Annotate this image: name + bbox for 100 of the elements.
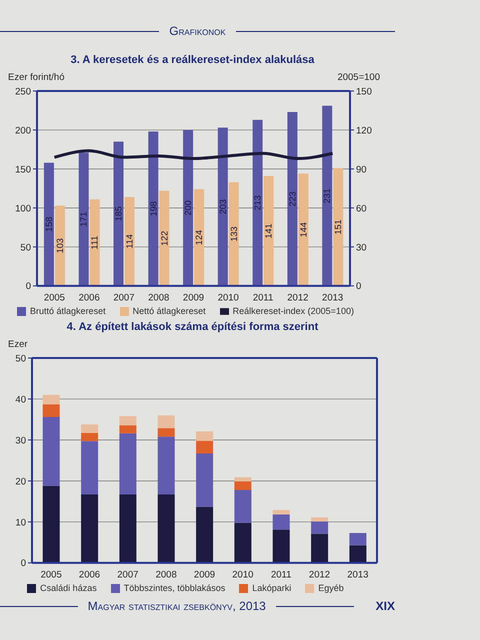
data-label: 185	[114, 206, 124, 222]
data-label: 111	[90, 236, 100, 250]
bar	[42, 417, 60, 486]
y-tick-label: 0	[26, 281, 31, 292]
bar	[42, 486, 60, 563]
bar	[333, 168, 344, 286]
y-tick-label: 30	[15, 435, 26, 446]
legend-label: Többszintes, többlakásos	[124, 582, 226, 593]
y2-tick-label: 90	[356, 164, 367, 176]
bar	[311, 517, 328, 522]
bar	[124, 197, 135, 286]
legend-label: Bruttó átlagkereset	[30, 306, 106, 316]
bar	[252, 120, 263, 286]
bar	[322, 106, 332, 286]
y-tick-label: 150	[15, 164, 31, 176]
data-label: 133	[228, 226, 239, 242]
bar	[272, 530, 290, 563]
bar	[234, 490, 252, 523]
bar	[194, 189, 204, 286]
y-axis-title: Ezer	[8, 339, 28, 350]
legend-label: Nettó átlagkereset	[132, 306, 206, 316]
bar	[119, 494, 136, 563]
bar	[81, 494, 98, 563]
bar	[119, 425, 136, 434]
bar	[196, 506, 214, 563]
data-label: 103	[54, 238, 65, 254]
y-tick-label: 100	[15, 203, 31, 214]
x-tick-label: 2012	[287, 292, 308, 304]
y-tick-label: 40	[15, 394, 26, 406]
bar	[311, 534, 328, 563]
x-tick-label: 2010	[232, 570, 254, 581]
y2-tick-label: 60	[356, 203, 367, 214]
line-series	[52, 149, 334, 160]
data-label: 198	[148, 201, 158, 216]
bar	[158, 494, 175, 563]
bar	[196, 431, 214, 441]
text: Magyar statisztikai zsebkönyv, 2013	[86, 599, 267, 613]
bar	[114, 142, 124, 286]
bar	[272, 514, 290, 530]
x-tick-label: 2007	[117, 570, 138, 581]
y-tick-label: 20	[15, 476, 26, 488]
bar	[234, 477, 252, 482]
bar	[90, 199, 100, 286]
data-label: 200	[183, 200, 194, 216]
bar	[158, 428, 175, 437]
bar	[196, 453, 214, 507]
x-tick-label: 2008	[148, 292, 170, 304]
bar	[287, 112, 298, 286]
y-tick-label: 50	[20, 242, 31, 254]
data-label: 114	[124, 234, 135, 249]
legend-label: Egyéb	[318, 582, 344, 593]
bar	[183, 130, 194, 286]
data-label: 223	[287, 191, 298, 206]
chart-title: 4. Az épített lakások száma építési forma szerint	[66, 321, 318, 333]
bar	[311, 521, 328, 534]
bar	[42, 394, 60, 404]
bar	[298, 174, 308, 286]
bar	[264, 176, 274, 286]
bar	[81, 424, 98, 433]
data-label: 144	[298, 222, 308, 238]
text: XIX	[376, 599, 395, 613]
legend-label: Családi házas	[40, 582, 97, 593]
y-tick-label: 50	[15, 353, 26, 364]
y2-tick-label: 30	[356, 242, 367, 254]
bar	[159, 190, 170, 286]
x-tick-label: 2011	[270, 570, 292, 581]
bar	[158, 415, 175, 428]
data-label: 231	[322, 188, 332, 204]
y-tick-label: 10	[15, 517, 26, 528]
x-tick-label: 2011	[252, 292, 274, 304]
x-tick-label: 2013	[322, 292, 344, 304]
x-tick-label: 2006	[78, 292, 100, 304]
x-tick-label: 2009	[194, 570, 216, 581]
bar	[78, 152, 89, 286]
y-tick-label: 0	[20, 558, 26, 570]
data-label: 203	[218, 199, 228, 214]
y-tick-label: 250	[15, 86, 31, 98]
legend-label: Reálkereset-index (2005=100)	[232, 306, 354, 316]
data-label: 122	[159, 230, 170, 246]
bar	[196, 440, 214, 454]
text: Grafikonok	[168, 24, 227, 38]
bar	[228, 182, 239, 286]
data-label: 158	[44, 216, 54, 232]
chart-title: 3. A keresetek és a reálkereset-index alakulása	[70, 54, 314, 66]
bar	[158, 436, 175, 494]
x-tick-label: 2010	[218, 292, 239, 304]
y2-tick-label: 0	[356, 281, 362, 292]
bar	[81, 432, 98, 442]
data-label: 151	[333, 220, 344, 235]
data-label: 213	[252, 195, 263, 210]
bar	[148, 132, 158, 286]
bar	[42, 404, 60, 418]
bar	[54, 206, 65, 286]
legend-label: Lakóparki	[252, 582, 292, 593]
y2-tick-label: 150	[356, 86, 372, 98]
bar	[234, 522, 252, 563]
data-label: 124	[194, 230, 204, 246]
x-tick-label: 2013	[347, 570, 368, 581]
x-tick-label: 2008	[156, 570, 177, 581]
x-tick-label: 2006	[78, 570, 100, 581]
